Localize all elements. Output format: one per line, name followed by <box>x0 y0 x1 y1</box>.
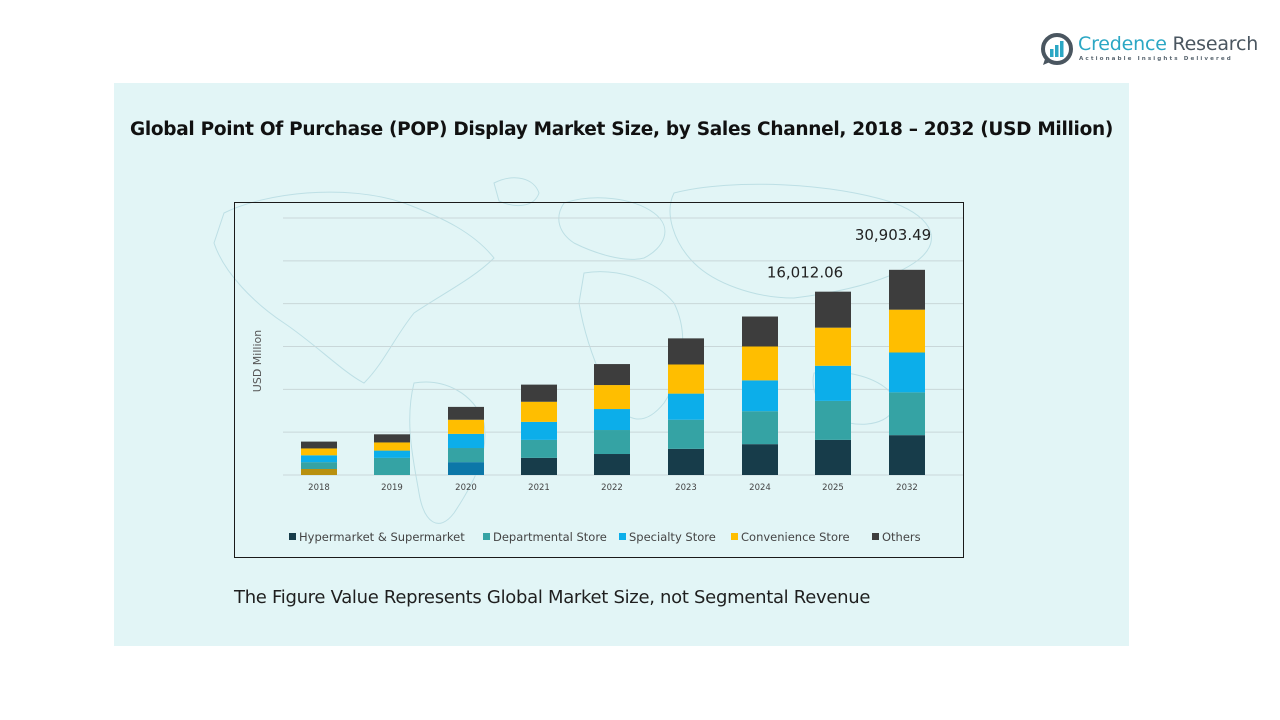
bar-segment-others <box>448 406 484 420</box>
legend-swatch <box>872 533 879 540</box>
chart-frame: USD Million 2018 2019 2020 2021 2022 2023 2024 2… <box>234 202 964 558</box>
legend-swatch <box>619 533 626 540</box>
chart-title: Global Point Of Purchase (POP) Display M… <box>129 119 1114 140</box>
bar-segment-specialty-store <box>521 421 557 440</box>
x-tick-label: 2020 <box>455 483 477 493</box>
bar-segment-departmental-store <box>742 411 778 445</box>
x-tick-label: 2021 <box>528 483 550 493</box>
x-tick-label: 2032 <box>896 483 918 493</box>
bar-segment-specialty-store <box>742 380 778 412</box>
brand-logo: Credence Research Actionable Insights De… <box>1040 32 1258 68</box>
bar-segment-hypermarket-supermarket <box>594 454 630 475</box>
bar-segment-hypermarket-supermarket <box>448 462 484 475</box>
bar-segment-convenience-store <box>448 419 484 434</box>
bar-segment-others <box>889 269 925 310</box>
legend-swatch <box>731 533 738 540</box>
bar-segment-others <box>521 384 557 402</box>
stacked-bar-chart: USD Million 2018 2019 2020 2021 2022 2023 2024 2… <box>251 217 963 544</box>
x-tick-label: 2018 <box>308 483 330 493</box>
bar-segment-specialty-store <box>301 455 337 463</box>
chart-caption: The Figure Value Represents Global Marke… <box>234 587 871 608</box>
bar-segment-hypermarket-supermarket <box>742 444 778 475</box>
legend-swatch <box>483 533 490 540</box>
bar-segment-convenience-store <box>815 327 851 366</box>
bar-chart-bubble-icon <box>1041 33 1073 65</box>
brand-name-part2: Research <box>1166 33 1259 55</box>
bar-segment-specialty-store <box>668 393 704 420</box>
x-tick-label: 2024 <box>749 483 771 493</box>
bar-segment-departmental-store <box>594 430 630 455</box>
bar-segment-others <box>815 291 851 328</box>
data-label-total: 16,012.06 <box>767 264 843 282</box>
data-label-total: 30,903.49 <box>855 226 931 244</box>
bar-segment-departmental-store <box>815 400 851 440</box>
x-tick-label: 2025 <box>822 483 844 493</box>
bar-segment-departmental-store <box>521 439 557 458</box>
bar-segment-others <box>374 434 410 443</box>
bar-segment-hypermarket-supermarket <box>889 435 925 475</box>
chart-panel: Global Point Of Purchase (POP) Display M… <box>114 83 1129 646</box>
bar-segment-hypermarket-supermarket <box>521 457 557 475</box>
y-axis-label: USD Million <box>251 330 264 392</box>
brand-name: Credence Research <box>1078 33 1258 55</box>
brand-name-part1: Credence <box>1078 33 1167 55</box>
bar-segment-departmental-store <box>374 457 410 475</box>
bar-segment-specialty-store <box>374 450 410 458</box>
bar-segment-others <box>742 316 778 347</box>
bar-segment-departmental-store <box>889 392 925 436</box>
bar-segment-hypermarket-supermarket <box>668 448 704 475</box>
legend-label: Departmental Store <box>493 530 607 544</box>
x-tick-label: 2019 <box>381 483 403 493</box>
bar-segment-convenience-store <box>889 309 925 353</box>
brand-tagline: Actionable Insights Delivered <box>1079 56 1233 62</box>
x-tick-label: 2022 <box>601 483 623 493</box>
bar-segment-convenience-store <box>668 364 704 394</box>
legend-swatch <box>289 533 296 540</box>
bar-segment-convenience-store <box>374 442 410 451</box>
bar-segment-convenience-store <box>742 346 778 381</box>
bar-segment-specialty-store <box>448 433 484 449</box>
bar-segment-departmental-store <box>448 448 484 463</box>
bar-segment-hypermarket-supermarket <box>815 439 851 475</box>
bar-segment-specialty-store <box>594 409 630 431</box>
bar-segment-others <box>594 364 630 386</box>
bar-segment-specialty-store <box>815 365 851 401</box>
legend-label: Specialty Store <box>629 530 716 544</box>
world-map-background <box>213 177 932 524</box>
bar-segment-convenience-store <box>301 448 337 456</box>
bar-segment-others <box>668 338 704 365</box>
bar-segment-departmental-store <box>668 419 704 449</box>
bar-segment-others <box>301 441 337 449</box>
bar-segment-convenience-store <box>594 385 630 410</box>
legend-label: Others <box>882 530 921 544</box>
legend-label: Convenience Store <box>741 530 850 544</box>
x-tick-label: 2023 <box>675 483 697 493</box>
bar-segment-specialty-store <box>889 352 925 393</box>
bar-segment-convenience-store <box>521 401 557 422</box>
bar-segment-departmental-store <box>301 462 337 470</box>
bar-segment-hypermarket-supermarket <box>301 469 337 475</box>
legend-label: Hypermarket & Supermarket <box>299 530 465 544</box>
